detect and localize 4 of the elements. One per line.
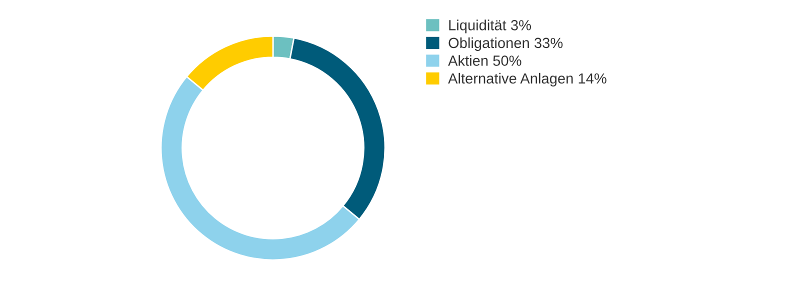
legend-label: Liquidität 3% [449,20,531,34]
legend-label: Alternative Anlagen 14% [448,72,606,86]
legend-label: Obligationen 33% [448,37,563,51]
legend-label: Aktien 50% [448,55,522,66]
